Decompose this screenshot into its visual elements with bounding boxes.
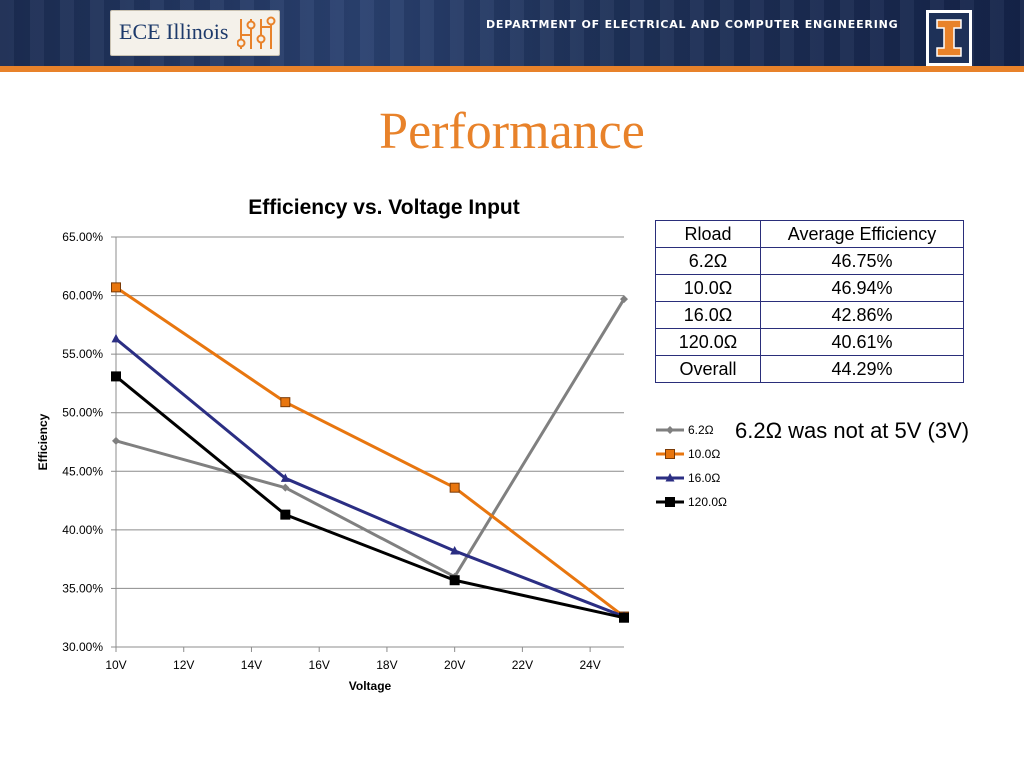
- data-point-3: [619, 612, 629, 623]
- data-point-0: [112, 436, 120, 445]
- table-cell-efficiency: 40.61%: [760, 328, 964, 356]
- legend-label: 120.0Ω: [688, 495, 727, 509]
- data-point-3: [449, 575, 460, 586]
- table-row: Overall 44.29%: [655, 355, 964, 383]
- y-tick-label: 30.00%: [62, 640, 103, 654]
- page-title: Performance: [379, 103, 645, 160]
- series-line-2: [115, 337, 625, 618]
- data-point-3: [111, 371, 121, 382]
- legend-item: 16.0Ω: [655, 468, 745, 492]
- table-header-row: Rload Average Efficiency: [655, 220, 964, 248]
- column-header-average-efficiency: Average Efficiency: [760, 220, 964, 248]
- logo-text: ECE Illinois: [119, 19, 229, 44]
- table-cell-rload: 120.0Ω: [655, 328, 761, 356]
- table-cell-efficiency: 44.29%: [760, 355, 964, 383]
- x-tick-label: 22V: [512, 658, 533, 672]
- data-point-3: [280, 509, 291, 520]
- legend-marker: [666, 426, 674, 434]
- table-cell-efficiency: 46.94%: [760, 274, 964, 302]
- x-tick-label: 10V: [105, 658, 126, 672]
- series-line-0: [115, 298, 626, 579]
- table-row: 16.0Ω 42.86%: [655, 301, 964, 329]
- department-name: DEPARTMENT OF ELECTRICAL AND COMPUTER EN…: [486, 18, 899, 31]
- x-tick-label: 24V: [579, 658, 600, 672]
- x-tick-label: 18V: [376, 658, 397, 672]
- efficiency-line-chart: Efficiency vs. Voltage Input 30.00% 35.00…: [36, 196, 629, 693]
- header-banner: ECE Illinois DEPARTMENT OF ELECTRICAL AN…: [0, 0, 1024, 72]
- banner-accent-bar: [0, 66, 1024, 72]
- legend-item: 10.0Ω: [655, 444, 745, 468]
- x-tick-label: 16V: [309, 658, 330, 672]
- column-header-rload: Rload: [655, 220, 761, 248]
- x-tick-label: 12V: [173, 658, 194, 672]
- legend-label: 6.2Ω: [688, 423, 714, 437]
- y-tick-label: 45.00%: [62, 464, 103, 478]
- table-cell-rload: Overall: [655, 355, 761, 383]
- x-tick-label: 14V: [241, 658, 262, 672]
- data-point-2: [450, 545, 460, 555]
- series-line-3: [115, 375, 625, 620]
- table-cell-rload: 16.0Ω: [655, 301, 761, 329]
- table-cell-efficiency: 42.86%: [760, 301, 964, 329]
- legend-marker: [665, 449, 675, 459]
- x-axis-label: Voltage: [349, 679, 392, 693]
- table-row: 6.2Ω 46.75%: [655, 247, 964, 275]
- y-tick-label: 55.00%: [62, 347, 103, 361]
- circuit-logo-icon: [237, 16, 276, 49]
- legend-swatch: [656, 449, 684, 459]
- block-i-icon: [926, 10, 972, 66]
- table-cell-efficiency: 46.75%: [760, 247, 964, 275]
- y-tick-label: 40.00%: [62, 523, 103, 537]
- legend-item: 120.0Ω: [655, 492, 745, 516]
- y-tick-label: 35.00%: [62, 581, 103, 595]
- slide-note: 6.2Ω was not at 5V (3V): [735, 418, 970, 443]
- chart-legend: 6.2Ω 10.0Ω 16.0Ω 120.0Ω: [655, 420, 745, 516]
- table-row: 120.0Ω 40.61%: [655, 328, 964, 356]
- efficiency-table: Rload Average Efficiency 6.2Ω 46.75% 10.…: [655, 220, 964, 383]
- data-point-2: [111, 333, 121, 343]
- legend-swatch: [656, 426, 684, 434]
- data-point-1: [449, 482, 460, 493]
- y-tick-label: 50.00%: [62, 406, 103, 420]
- table-cell-rload: 10.0Ω: [655, 274, 761, 302]
- legend-label: 16.0Ω: [688, 471, 721, 485]
- data-point-1: [280, 397, 291, 408]
- legend-marker: [665, 473, 675, 482]
- y-tick-label: 65.00%: [62, 230, 103, 244]
- legend-marker: [665, 497, 675, 507]
- data-point-0: [620, 295, 628, 304]
- table-row: 10.0Ω 46.94%: [655, 274, 964, 302]
- legend-swatch: [656, 473, 684, 482]
- legend-label: 10.0Ω: [688, 447, 721, 461]
- chart-title: Efficiency vs. Voltage Input: [248, 196, 520, 219]
- data-point-2: [280, 473, 290, 482]
- data-point-0: [281, 483, 290, 492]
- table-cell-rload: 6.2Ω: [655, 247, 761, 275]
- data-point-1: [111, 282, 121, 293]
- ece-illinois-logo[interactable]: ECE Illinois: [110, 10, 280, 56]
- legend-swatch: [656, 497, 684, 507]
- y-axis-label: Efficiency: [36, 413, 50, 470]
- y-tick-label: 60.00%: [62, 289, 103, 303]
- x-tick-label: 20V: [444, 658, 465, 672]
- legend-item: 6.2Ω: [655, 420, 745, 444]
- series-line-1: [115, 286, 625, 618]
